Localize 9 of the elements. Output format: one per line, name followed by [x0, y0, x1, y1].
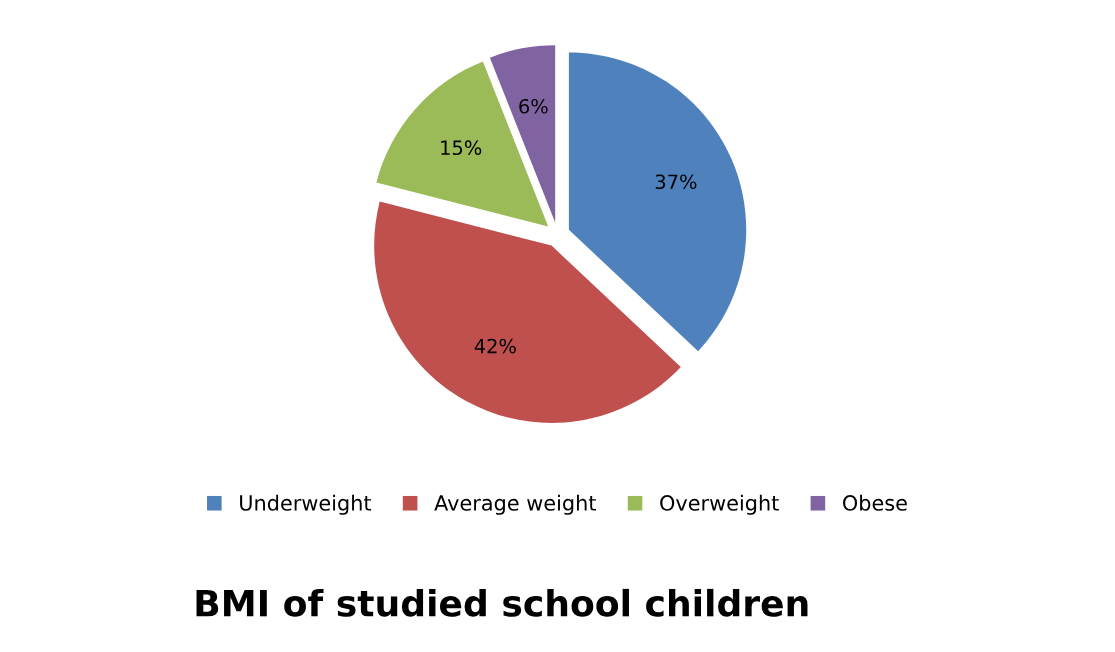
data-label: 37% — [655, 174, 697, 190]
data-label: 15% — [441, 140, 482, 156]
legend-label: Obese — [843, 494, 907, 511]
legend-label: Underweight — [240, 494, 372, 515]
text: BMI of studied school children — [196, 588, 808, 617]
data-label: 6% — [519, 98, 548, 114]
legend-label: Average weight — [434, 494, 596, 515]
data-label: 42% — [474, 338, 516, 354]
legend-label: Overweight — [660, 494, 779, 515]
